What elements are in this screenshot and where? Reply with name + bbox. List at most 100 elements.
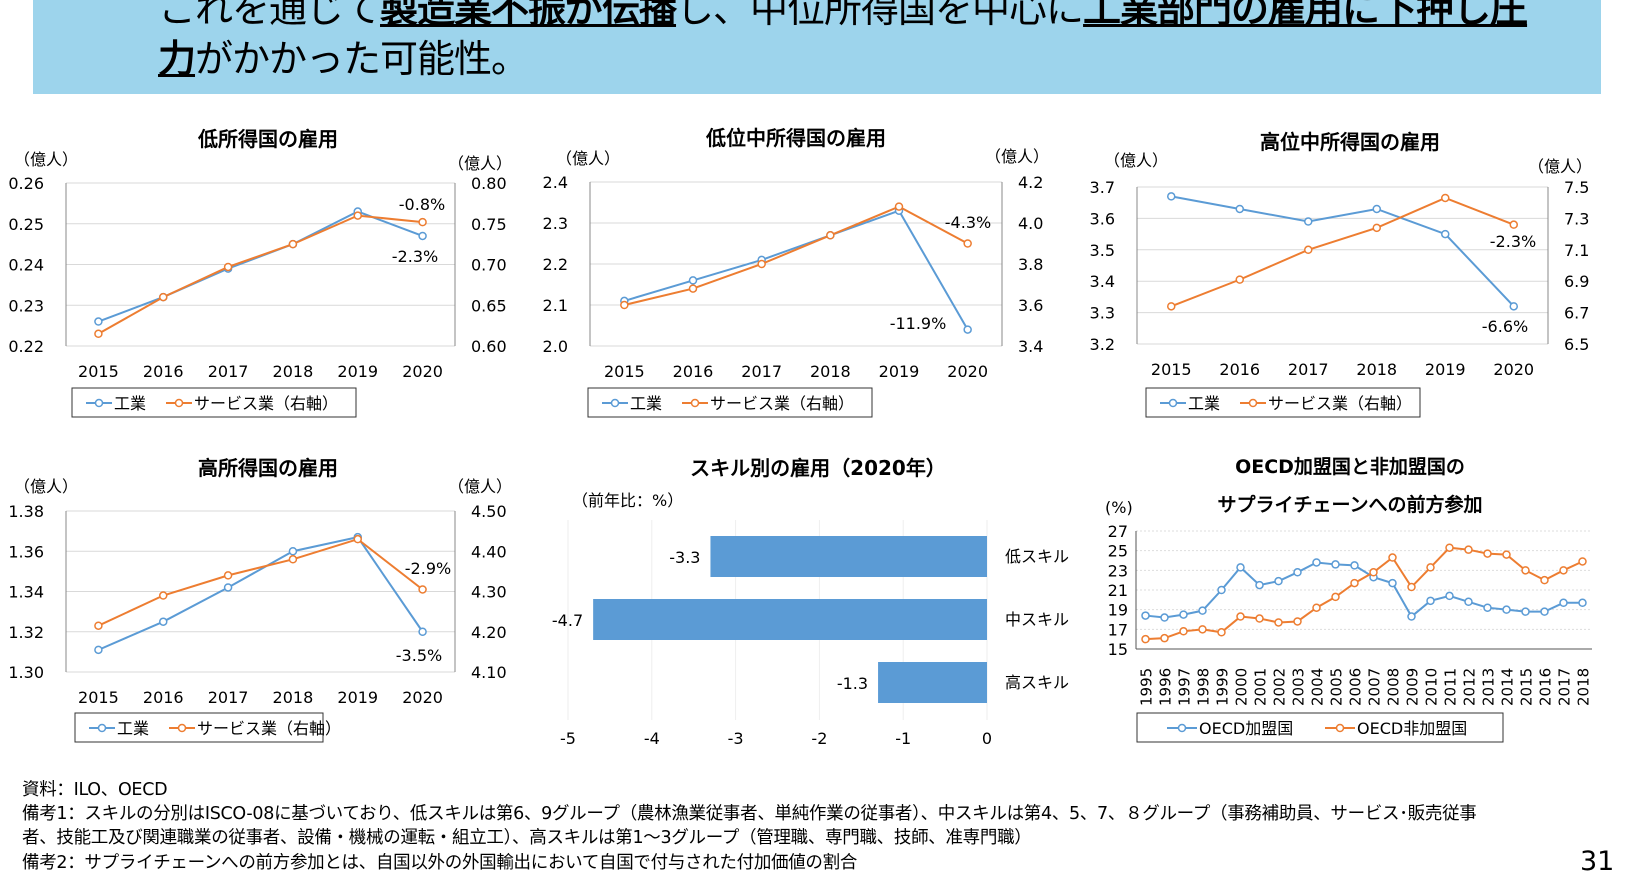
x-tick-label: 2018 [1356, 360, 1397, 379]
data-point [963, 325, 972, 334]
left-tick-label: 3.2 [1090, 335, 1115, 354]
legend-marker [174, 398, 184, 408]
change-annotation: -2.9% [405, 559, 451, 578]
left-tick-label: 0.24 [8, 256, 44, 275]
right-tick-label: 4.30 [471, 583, 507, 602]
data-point [1559, 566, 1568, 575]
legend-label: 工業 [114, 394, 146, 413]
data-point [1464, 545, 1473, 554]
left-tick-label: 1.36 [8, 542, 44, 561]
legend-marker [1335, 723, 1345, 733]
axis-unit: (%) [1105, 498, 1133, 517]
legend-marker [1168, 398, 1178, 408]
y-tick-label: 19 [1108, 601, 1128, 620]
x-tick-label: -1 [895, 729, 911, 748]
data-point [223, 262, 233, 272]
data-point [1179, 627, 1188, 636]
right-axis-unit: （億人） [985, 147, 1049, 166]
left-axis-unit: （億人） [14, 150, 78, 169]
headline-emphasis: 製造業不振が伝播 [380, 0, 677, 31]
data-point [418, 217, 427, 227]
data-point [1312, 603, 1321, 612]
data-point [620, 300, 629, 310]
y-tick-label: 23 [1108, 561, 1128, 580]
left-tick-label: 1.38 [8, 502, 44, 521]
right-tick-label: 3.6 [1018, 296, 1043, 315]
data-point [1509, 302, 1518, 311]
left-tick-label: 0.25 [8, 215, 44, 234]
x-tick-label: 2000 [1233, 668, 1251, 706]
left-tick-label: 1.32 [8, 623, 44, 642]
x-tick-label: -3 [728, 729, 744, 748]
bar [593, 599, 987, 640]
category-label: 中スキル [1005, 610, 1069, 629]
change-annotation: -11.9% [890, 314, 947, 333]
left-tick-label: 1.34 [8, 583, 44, 602]
right-tick-label: 0.70 [471, 256, 507, 275]
y-tick-label: 25 [1108, 542, 1128, 561]
chart-title-line2: サプライチェーンへの前方参加 [1217, 493, 1482, 516]
data-point [1331, 560, 1340, 569]
series-line-services [97, 538, 424, 627]
chart-title: 低所得国の雇用 [197, 127, 338, 151]
data-point [757, 259, 766, 269]
legend-marker [610, 398, 620, 408]
x-tick-label: 2016 [143, 362, 184, 381]
right-axis-unit: （億人） [448, 477, 512, 496]
x-tick-label: 2013 [1480, 668, 1498, 706]
data-point [1255, 614, 1264, 623]
x-tick-label: 1997 [1176, 668, 1194, 706]
x-tick-label: 2005 [1328, 668, 1346, 706]
headline-line-2: 力がかかった可能性。 [158, 28, 529, 83]
left-tick-label: 2.2 [543, 255, 568, 274]
x-tick-label: 2010 [1423, 668, 1441, 706]
data-point [1509, 220, 1518, 229]
data-label: -3.3 [669, 548, 700, 567]
legend-label: サービス業（右軸） [197, 719, 341, 738]
x-tick-label: 1995 [1138, 668, 1156, 706]
x-tick-label: 2015 [1151, 360, 1192, 379]
bar [710, 536, 987, 577]
x-tick-label: 2016 [1219, 360, 1260, 379]
right-tick-label: 4.2 [1018, 173, 1043, 192]
data-point [1578, 557, 1587, 566]
legend-box [1136, 712, 1504, 743]
data-point [1236, 563, 1245, 572]
x-tick-label: 2017 [1556, 668, 1574, 706]
right-axis-unit: （億人） [1528, 157, 1592, 176]
data-point [1167, 192, 1176, 201]
legend-marker [94, 398, 104, 408]
footer-note1-cont: 者、技能工及び関連職業の従事者、設備・機械の運転・組立工）、高スキルは第1～3グ… [22, 828, 1032, 848]
data-point [1407, 612, 1416, 621]
data-point [94, 317, 103, 326]
data-point [1160, 633, 1169, 643]
data-point [1304, 245, 1313, 255]
x-tick-label: 2016 [673, 362, 714, 381]
x-tick-label: 2020 [402, 688, 443, 707]
data-point [1407, 582, 1416, 592]
x-tick-label: 2001 [1252, 668, 1270, 706]
data-point [288, 547, 298, 556]
data-point [1235, 275, 1244, 284]
headline-text: これを通じて [158, 0, 381, 31]
data-point [1141, 611, 1150, 620]
x-tick-label: 0 [982, 729, 992, 748]
chart-title: 低位中所得国の雇用 [705, 126, 886, 150]
data-point [1274, 618, 1283, 627]
data-point [94, 329, 103, 339]
legend-label: サービス業（右軸） [710, 394, 854, 413]
right-tick-label: 0.65 [471, 296, 507, 315]
x-tick-label: 2012 [1461, 668, 1479, 706]
x-tick-label: 2019 [337, 362, 378, 381]
change-annotation: -2.3% [392, 247, 438, 266]
right-tick-label: 4.10 [471, 663, 507, 682]
y-tick-label: 27 [1108, 522, 1128, 541]
series-line-industry [624, 209, 969, 331]
legend-label: OECD非加盟国 [1357, 719, 1467, 738]
data-point [418, 231, 427, 241]
legend-label: 工業 [1188, 394, 1220, 413]
x-tick-label: 2015 [78, 688, 119, 707]
x-tick-label: -5 [560, 729, 576, 748]
x-tick-label: 2017 [208, 688, 249, 707]
